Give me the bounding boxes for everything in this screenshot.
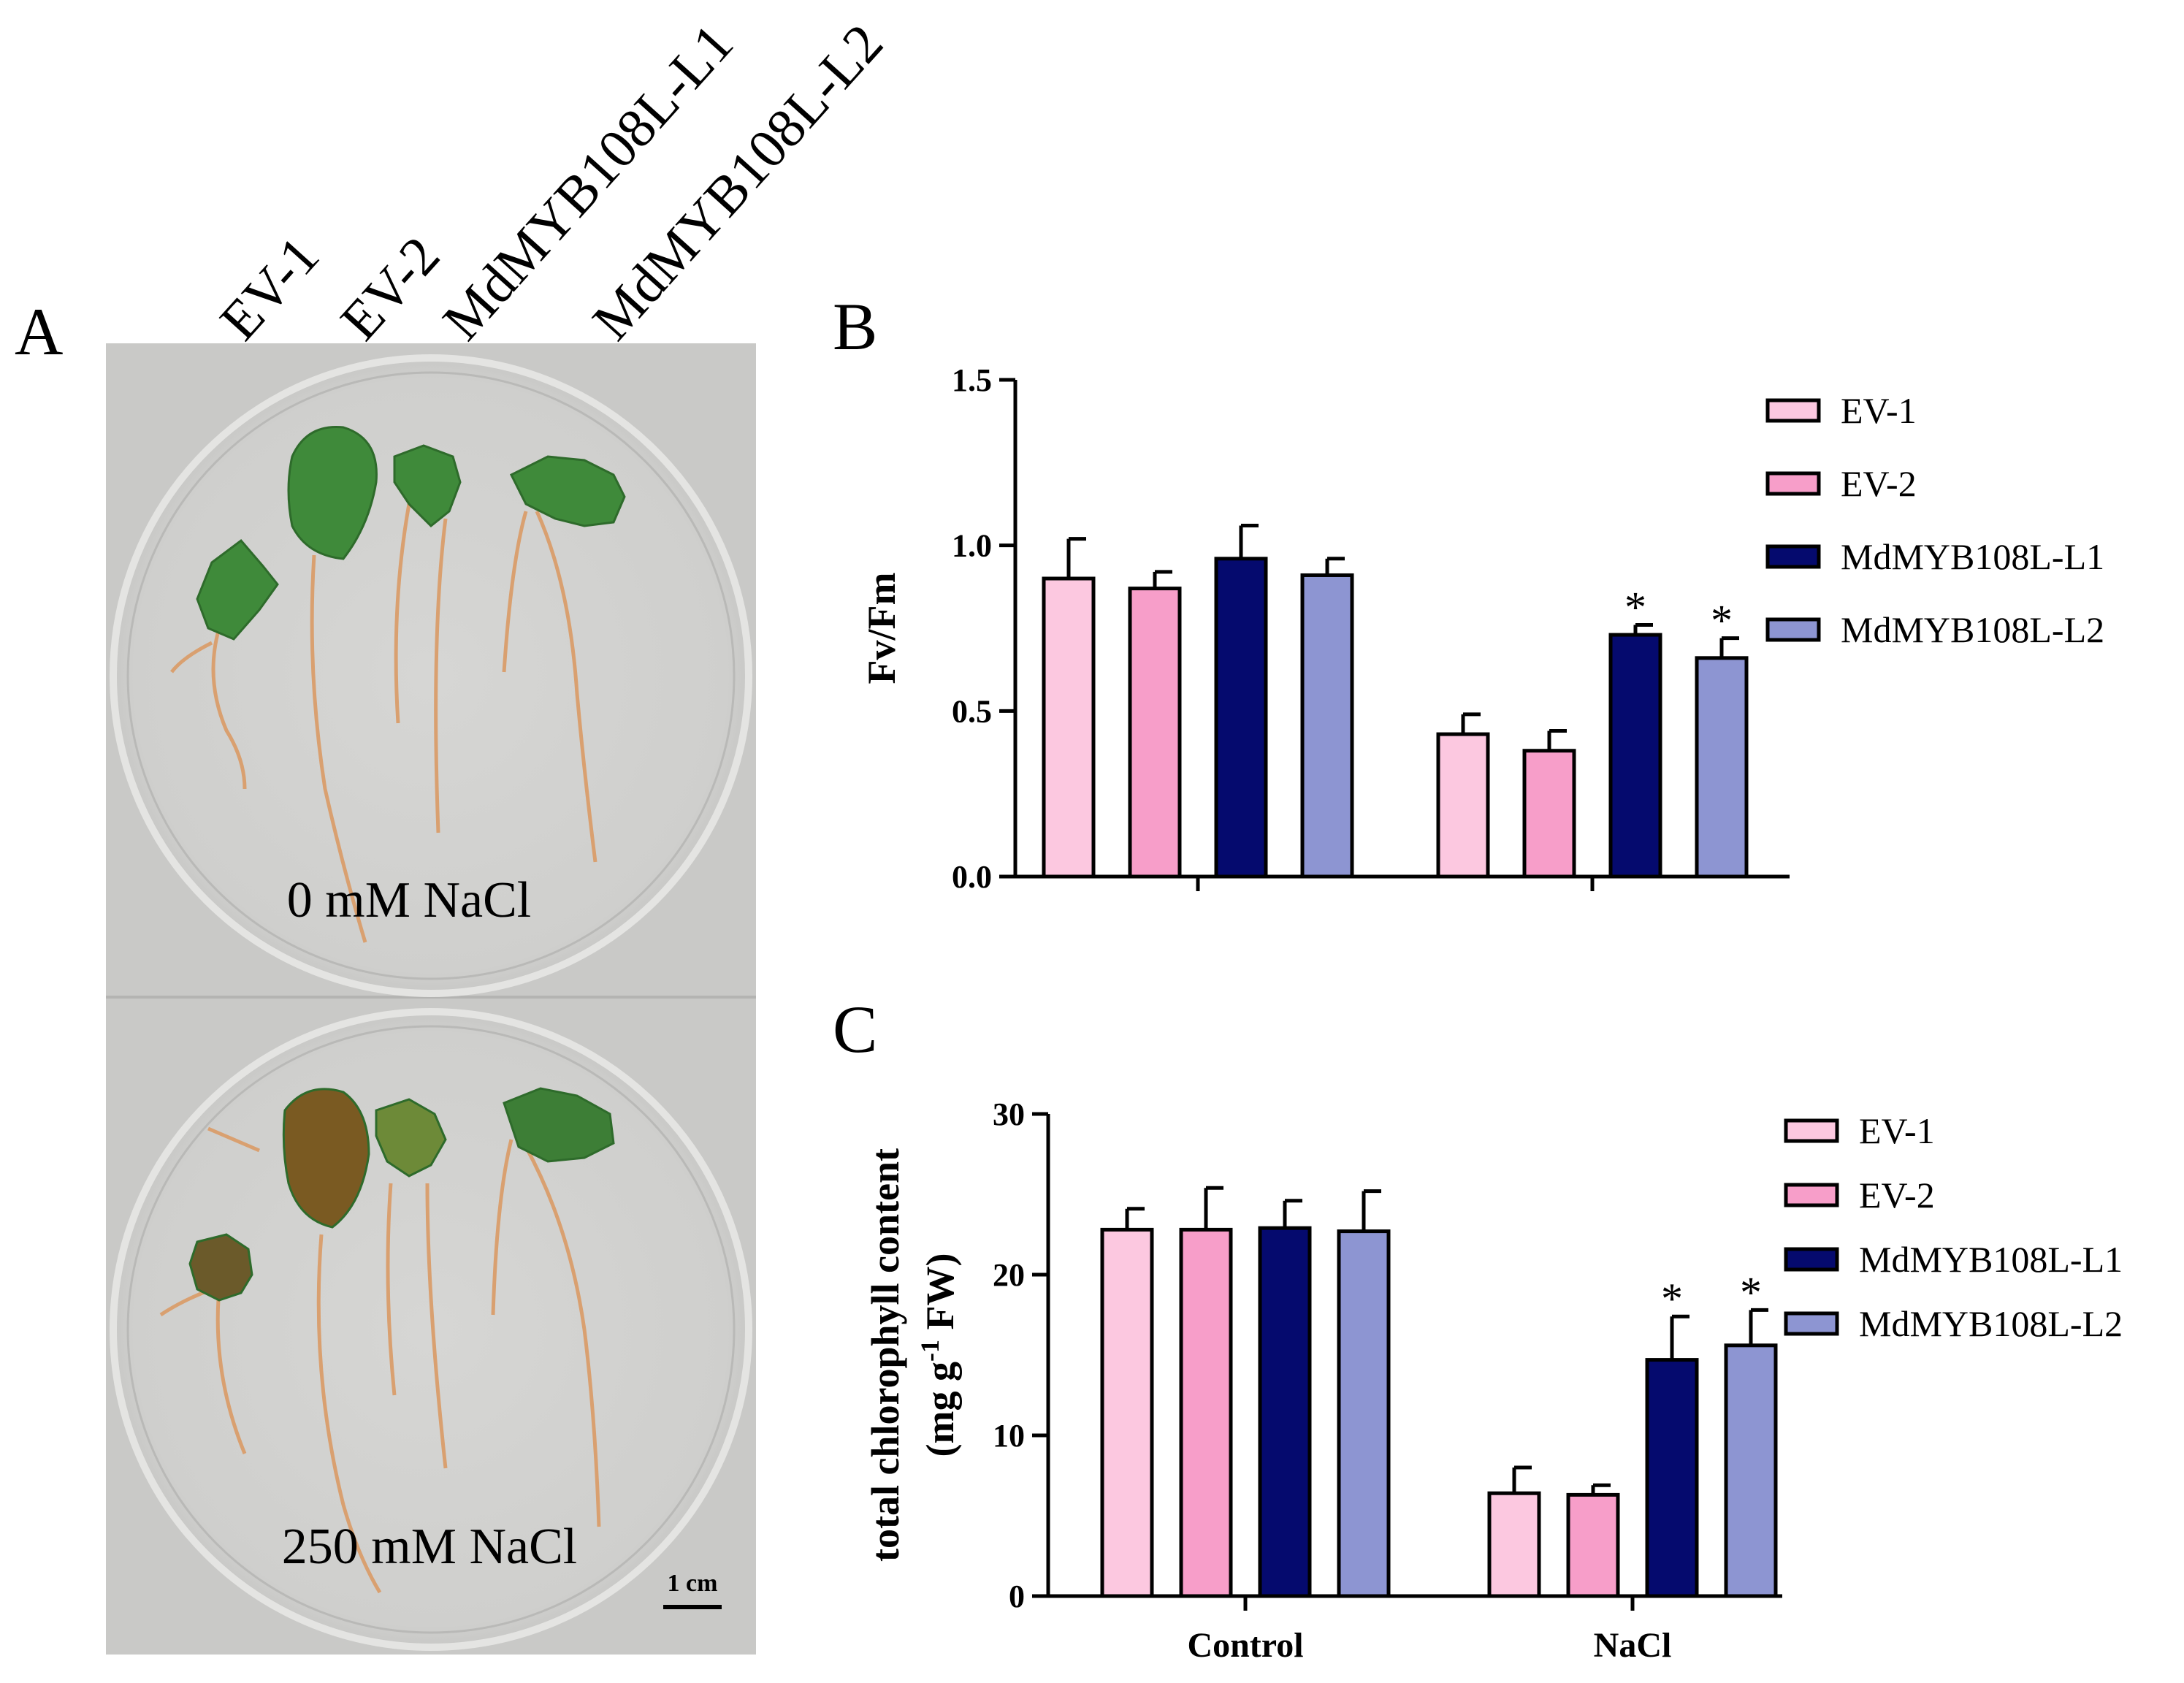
significance-star: * <box>1661 1275 1683 1323</box>
legend-label: MdMYB108L-L1 <box>1841 536 2104 577</box>
bar <box>1522 749 1576 879</box>
y-tick-label: 30 <box>993 1096 1025 1132</box>
bar <box>1042 576 1096 879</box>
y-axis-unit-superscript: -1 <box>915 1340 944 1362</box>
y-tick-label: 0.0 <box>952 859 992 895</box>
y-tick-label: 20 <box>993 1257 1025 1293</box>
scale-bar-label: 1 cm <box>668 1570 718 1597</box>
legend-swatch <box>1784 1247 1839 1272</box>
chart-b: 0.0 0.5 1.0 1.5 Fv/Fm * * EV-1 EV-2 MdMYB108L-L1 M… <box>860 362 2104 895</box>
legend-label: MdMYB108L-L1 <box>1859 1239 2123 1280</box>
y-axis-label: Fv/Fm <box>860 573 904 684</box>
y-axis-label: total chlorophyll content <box>863 1148 907 1562</box>
bar <box>1179 1227 1233 1598</box>
significance-star: * <box>1624 583 1646 631</box>
bar <box>1487 1491 1541 1598</box>
plant-photo: 0 mM NaCl 250 mM NaCl <box>106 343 756 1655</box>
legend-swatch <box>1765 471 1821 496</box>
legend-swatch <box>1784 1311 1839 1336</box>
bar <box>1724 1343 1778 1598</box>
bar <box>1566 1492 1620 1598</box>
panel-a-letter: A <box>15 294 63 369</box>
x-category-label: NaCl <box>1594 1626 1672 1665</box>
y-axis-unit-text: (mg g <box>918 1362 962 1457</box>
lane-label-ev2: EV-2 <box>329 225 451 351</box>
panel-b-letter: B <box>833 289 877 364</box>
y-axis-unit-end: FW) <box>918 1253 962 1340</box>
y-tick-label: 1.5 <box>952 362 992 398</box>
bar <box>1258 1226 1312 1598</box>
bar <box>1337 1229 1391 1598</box>
y-axis-unit-label: (mg g-1 FW) <box>915 1253 962 1457</box>
panel-c-letter: C <box>833 992 877 1066</box>
y-tick-label: 1.0 <box>952 528 992 564</box>
legend-label: EV-1 <box>1841 390 1917 431</box>
bar <box>1436 732 1490 879</box>
legend-label: MdMYB108L-L2 <box>1859 1303 2123 1344</box>
legend-swatch <box>1765 398 1821 423</box>
legend-swatch <box>1765 544 1821 569</box>
bar <box>1300 573 1354 879</box>
chart-c: 0 10 20 30 Control NaCl total chlorophyll cont… <box>863 1096 2123 1665</box>
top-plate-label: 0 mM NaCl <box>287 872 531 928</box>
lane-label-ev1: EV-1 <box>208 225 331 351</box>
legend-label: EV-1 <box>1859 1110 1935 1151</box>
y-tick-label: 0.5 <box>952 693 992 729</box>
bar <box>1608 633 1662 879</box>
bar <box>1214 557 1268 879</box>
legend-label: EV-2 <box>1841 463 1917 504</box>
bottom-dish: 250 mM NaCl <box>110 1008 752 1651</box>
y-tick-label: 10 <box>993 1418 1025 1454</box>
significance-star: * <box>1740 1268 1762 1316</box>
bottom-plate-label: 250 mM NaCl <box>282 1519 577 1575</box>
scale-bar: 1 cm <box>663 1570 722 1609</box>
y-tick-label: 0 <box>1009 1579 1025 1614</box>
x-category-label: Control <box>1187 1626 1303 1665</box>
legend-label: EV-2 <box>1859 1175 1935 1216</box>
legend-swatch <box>1765 617 1821 642</box>
legend-swatch <box>1784 1183 1839 1207</box>
bar <box>1645 1358 1699 1598</box>
top-dish: 0 mM NaCl <box>110 354 752 997</box>
bar <box>1695 656 1749 879</box>
significance-star: * <box>1711 597 1733 645</box>
bar <box>1128 587 1182 879</box>
bar <box>1100 1227 1154 1598</box>
lane-labels: EV-1 EV-2 MdMYB108L-L1 MdMYB108L-L2 <box>208 12 895 351</box>
legend-swatch <box>1784 1118 1839 1143</box>
legend-label: MdMYB108L-L2 <box>1841 609 2104 650</box>
